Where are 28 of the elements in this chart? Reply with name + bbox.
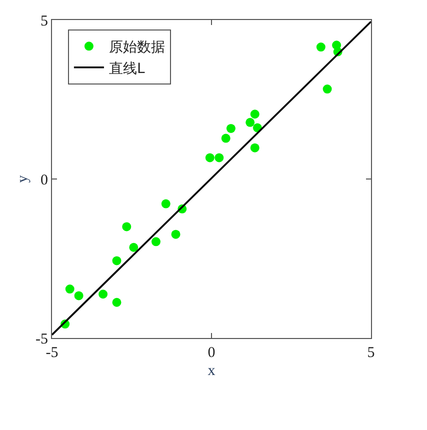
point <box>74 291 84 300</box>
point <box>122 222 132 232</box>
point <box>171 230 180 239</box>
y-tick-label: 0 <box>40 172 48 188</box>
point <box>112 298 122 307</box>
x-axis-title: x <box>208 363 216 379</box>
point <box>151 237 160 246</box>
point <box>250 143 260 152</box>
point <box>246 118 255 127</box>
y-tick-label: 5 <box>40 13 48 30</box>
point <box>226 124 236 133</box>
point <box>250 110 260 119</box>
point <box>98 290 108 299</box>
x-tick-label: 0 <box>208 345 216 361</box>
point <box>161 199 170 208</box>
y-axis-title: y <box>14 174 31 183</box>
point <box>205 153 214 162</box>
x-tick-label: 5 <box>367 345 375 361</box>
point <box>316 42 326 52</box>
point <box>112 256 122 266</box>
legend-label: 直线L <box>108 60 145 77</box>
legend-label: 原始数据 <box>108 40 165 56</box>
point <box>322 84 332 94</box>
point <box>221 134 230 143</box>
point <box>65 284 74 294</box>
y-tick-label: -5 <box>36 331 48 348</box>
point <box>129 242 138 252</box>
point <box>214 153 224 162</box>
